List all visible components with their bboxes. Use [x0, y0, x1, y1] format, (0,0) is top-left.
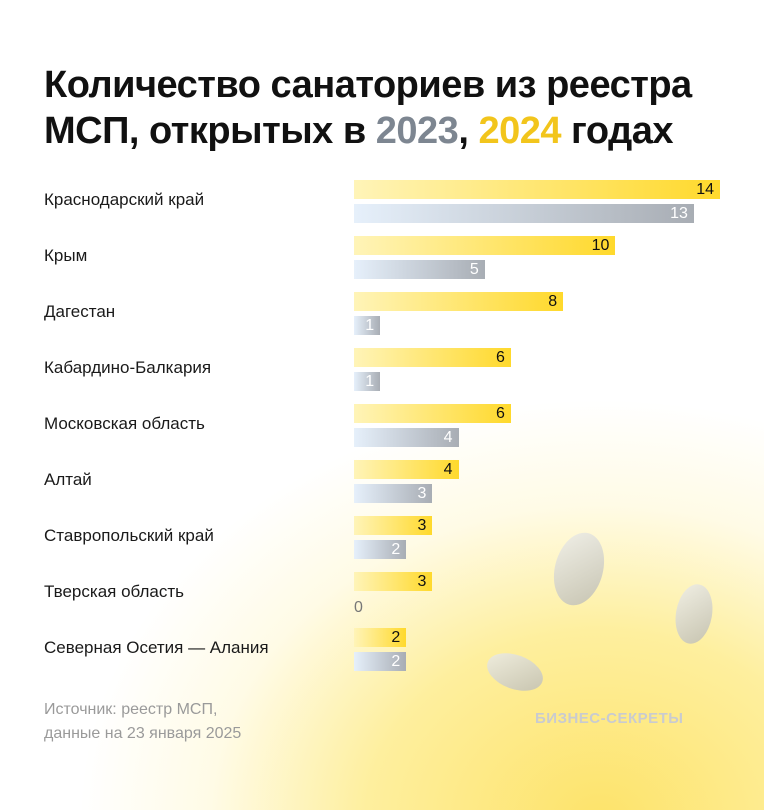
category-label: Ставропольский край — [44, 526, 214, 545]
title-sep: , — [458, 110, 479, 152]
source-note: Источник: реестр МСП, данные на 23 январ… — [44, 698, 241, 746]
data-label-2024: 6 — [495, 349, 505, 366]
data-label-2023: 1 — [365, 373, 375, 390]
category-label: Дагестан — [44, 302, 116, 321]
data-label-2023: 3 — [417, 485, 427, 502]
data-label-2024: 8 — [548, 293, 558, 310]
source-line2: данные на 23 января 2025 — [44, 725, 242, 742]
brand-logo: БИЗНЕС-СЕКРЕТЫ — [535, 710, 684, 727]
title-line1: Количество санаториев из реестра — [44, 64, 692, 106]
title-prefix: МСП, открытых в — [44, 110, 376, 152]
data-label-2023: 4 — [443, 429, 453, 446]
data-label-2024: 10 — [591, 237, 610, 254]
category-label: Тверская область — [44, 582, 185, 601]
bar-2023 — [354, 428, 459, 447]
legend-2023: 2023 — [375, 110, 459, 152]
data-label-2024: 14 — [696, 181, 714, 198]
data-label-2023: 2 — [391, 653, 401, 670]
bar-2023 — [354, 652, 407, 671]
data-label-2024: 3 — [417, 517, 427, 534]
data-label-2023: 2 — [391, 541, 401, 558]
bar-2024 — [354, 292, 564, 311]
bar-2023 — [354, 540, 407, 559]
bar-2024 — [354, 348, 511, 367]
data-label-2023: 13 — [670, 205, 688, 222]
bar-2024 — [354, 516, 433, 535]
title-suffix: годах — [560, 110, 673, 152]
bar-2024 — [354, 628, 407, 647]
chart-title: Количество санаториев из реестра МСП, от… — [44, 62, 692, 154]
data-label-2023: 0 — [354, 599, 363, 616]
bar-2023 — [354, 484, 433, 503]
bar-2024 — [354, 460, 459, 479]
bar-2024 — [354, 236, 616, 255]
category-label: Краснодарский край — [44, 190, 205, 209]
source-line1: Источник: реестр МСП, — [44, 701, 218, 718]
bar-2023 — [354, 204, 694, 223]
bar-2023 — [354, 372, 381, 391]
data-label-2024: 2 — [391, 629, 401, 646]
category-label: Крым — [44, 246, 88, 265]
bar-2024 — [354, 572, 433, 591]
legend-2024: 2024 — [478, 110, 561, 152]
category-label: Кабардино-Балкария — [44, 358, 212, 377]
data-label-2023: 1 — [365, 317, 375, 334]
bar-2023 — [354, 316, 381, 335]
category-label: Московская область — [44, 414, 205, 433]
bar-2023 — [354, 260, 485, 279]
bar-2024 — [354, 180, 720, 199]
data-label-2023: 5 — [469, 261, 479, 278]
data-label-2024: 3 — [417, 573, 427, 590]
bar-2024 — [354, 404, 511, 423]
category-label: Алтай — [44, 470, 92, 489]
data-label-2024: 4 — [443, 461, 453, 478]
data-label-2024: 6 — [495, 405, 505, 422]
category-label: Северная Осетия — Алания — [44, 638, 269, 657]
